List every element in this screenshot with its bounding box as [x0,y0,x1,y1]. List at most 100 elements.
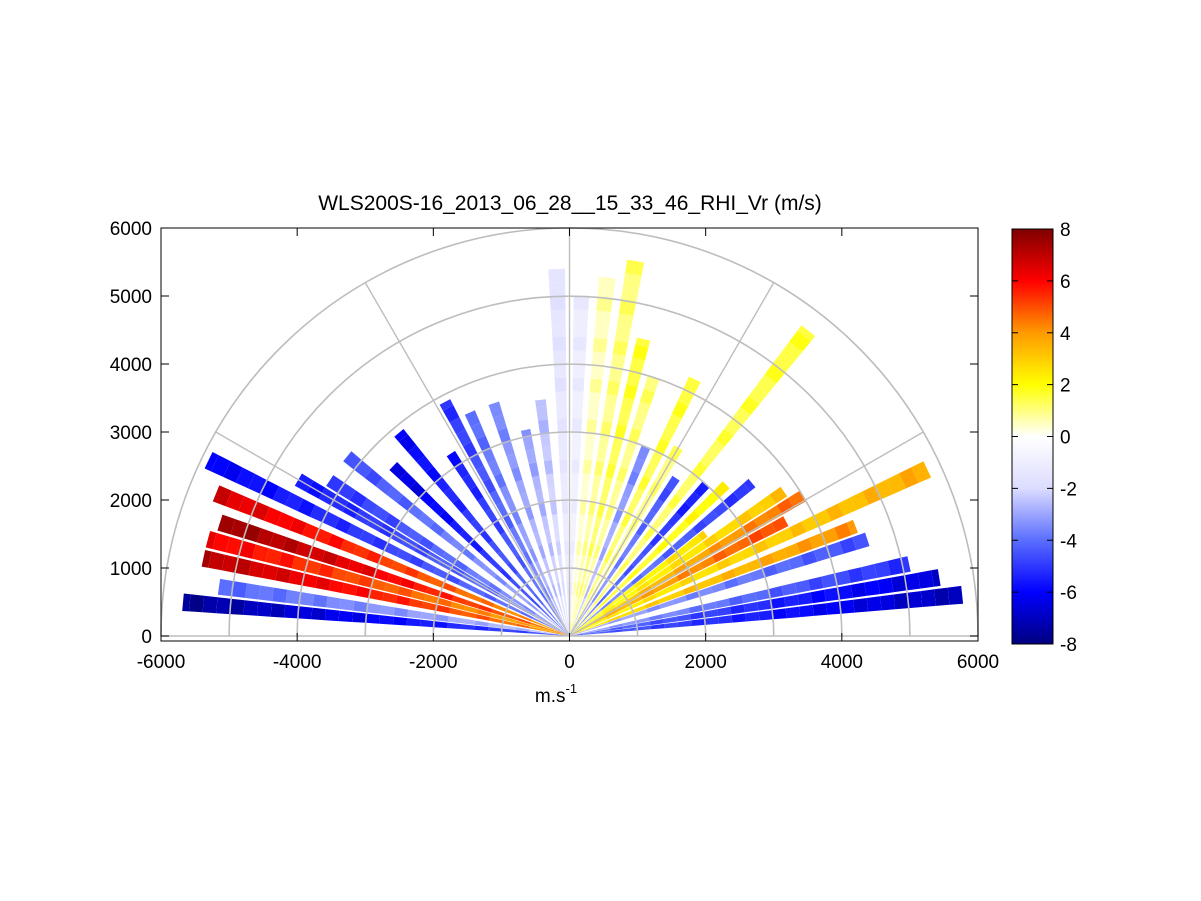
beam-26-gate-5 [542,557,550,572]
beam-41-gate-14 [365,613,380,624]
beam-37-gate-13 [386,573,403,586]
beam-32-gate-11 [440,530,456,545]
beam-32-gate-5 [504,583,518,595]
beam-12-gate-4 [605,584,617,597]
beam-3-gate-11 [710,582,726,593]
beam-2-gate-6 [649,614,664,621]
beam-18-gate-2 [577,596,583,611]
beam-27-gate-8 [517,523,528,538]
beam-4-gate-5 [632,605,647,614]
beam-8-gate-4 [614,596,627,607]
beam-38-gate-18 [318,563,335,578]
beam-41-gate-18 [311,607,326,621]
beam-37-gate-8 [452,595,467,605]
beam-37-gate-11 [413,582,429,593]
beam-22-gate-4 [570,568,574,582]
beam-39-gate-0 [556,632,570,636]
beam-35-gate-3 [520,611,534,619]
beam-22-gate-17 [572,391,584,406]
beam-21-gate-8 [578,514,586,529]
beam-0-gate-20 [839,599,855,614]
beam-22-gate-10 [571,486,579,501]
beam-2-gate-23 [874,560,891,578]
x-tick-label: 0 [564,652,575,673]
beam-19-gate-0 [569,622,574,636]
beam-29-gate-14 [454,462,470,479]
colorbar-tick-label: 4 [1060,324,1071,345]
beam-19-gate-4 [581,569,588,584]
beam-16-gate-2 [580,598,589,612]
beam-14-gate-12 [657,487,672,503]
beam-9-gate-12 [697,530,708,541]
beam-0-gate-25 [907,591,923,609]
beam-5-gate-10 [691,569,707,582]
beam-11-gate-15 [713,481,730,498]
beam-21-gate-9 [579,500,587,515]
beam-33-gate-8 [465,567,480,579]
beam-11-gate-8 [646,549,660,563]
beam-35-gate-27 [223,461,243,483]
beam-21-gate-6 [576,541,582,556]
beam-1-gate-6 [649,619,664,626]
beam-40-gate-21 [272,587,288,603]
colorbar-tick-label: -6 [1060,583,1077,604]
y-tick-label: 6000 [110,219,152,240]
beam-4-gate-12 [720,568,737,581]
beam-31-gate-14 [419,491,436,507]
beam-33-gate-7 [476,574,491,586]
beam-20-gate-21 [612,340,629,356]
beam-24-gate-13 [542,446,552,462]
beam-13-gate-1 [577,614,587,626]
beam-31-gate-4 [519,587,532,600]
beam-21-gate-5 [575,554,580,569]
beam-26-gate-4 [547,570,554,585]
beam-38-gate-4 [503,616,518,624]
beam-31-gate-13 [429,500,445,517]
beam-16-gate-1 [575,611,582,624]
beam-39-gate-25 [221,554,239,573]
beam-33-gate-14 [395,521,412,536]
beam-18-gate-4 [585,570,592,585]
beam-36-gate-1 [544,625,557,632]
beam-8-gate-16 [747,502,765,519]
beam-7-gate-12 [707,541,724,556]
beam-11-gate-5 [617,578,630,590]
beam-39-gate-20 [288,570,305,586]
beam-31-gate-17 [389,462,407,480]
beam-25-gate-7 [544,529,552,544]
x-axis-label: m.s-1 [535,681,577,707]
beam-32-gate-8 [472,556,487,570]
beam-25-gate-14 [522,435,535,451]
beam-26-gate-6 [538,544,546,559]
beam-38-gate-10 [424,594,439,604]
beam-21-gate-26 [598,276,616,286]
colorbar-tick-label: -2 [1060,479,1077,500]
beam-26-gate-2 [556,596,562,611]
beam-22-gate-6 [570,540,575,555]
beam-32-gate-17 [375,477,393,495]
x-tick-label: 4000 [821,652,863,673]
beam-7-gate-6 [638,585,653,596]
beam-38-gate-16 [344,571,361,585]
y-tick-label: 1000 [110,559,152,580]
beam-3-gate-18 [800,550,818,566]
beam-13-gate-15 [691,461,708,479]
beam-5-gate-21 [825,503,844,522]
beam-26-gate-7 [533,531,543,547]
beam-1-gate-7 [663,616,678,624]
beam-37-gate-12 [399,577,416,590]
beam-28-gate-19 [439,399,454,411]
beam-33-gate-1 [546,620,559,629]
beam-21-gate-19 [590,364,605,380]
beam-37-gate-25 [230,519,249,539]
beam-6-gate-2 [593,616,606,624]
beam-13-gate-23 [756,374,777,394]
beam-41-gate-23 [243,600,259,616]
beam-0-gate-2 [596,630,611,634]
beam-13-gate-4 [602,581,613,594]
beam-23-gate-26 [548,268,566,283]
beam-40-gate-9 [434,614,449,622]
beam-9-gate-10 [676,543,692,557]
beam-40-gate-24 [231,581,247,598]
beam-0-gate-10 [704,617,719,625]
